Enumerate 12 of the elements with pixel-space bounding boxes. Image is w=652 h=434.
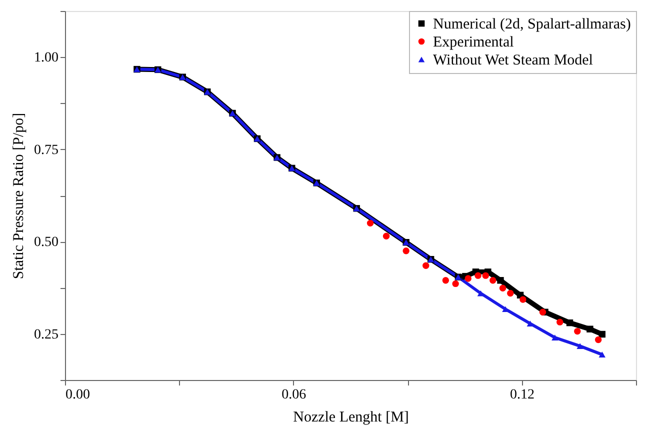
legend-label: Without Wet Steam Model bbox=[433, 52, 593, 68]
y-tick-label: 0.25 bbox=[34, 327, 58, 342]
legend-label: Experimental bbox=[433, 34, 514, 50]
x-tick-label: 0.00 bbox=[66, 388, 90, 402]
legend-label: Numerical (2d, Spalart-allmaras) bbox=[433, 16, 631, 32]
x-tick-label: 0.06 bbox=[282, 388, 306, 402]
y-tick-label: 1.00 bbox=[34, 50, 58, 66]
x-axis-title: Nozzle Lenght [M] bbox=[293, 410, 409, 426]
x-tick-label: 0.12 bbox=[510, 388, 535, 402]
y-axis-title: Static Pressure Ratio [P/po] bbox=[11, 112, 27, 280]
y-tick-label: 0.50 bbox=[34, 235, 58, 250]
y-tick-label: 0.75 bbox=[34, 142, 58, 158]
